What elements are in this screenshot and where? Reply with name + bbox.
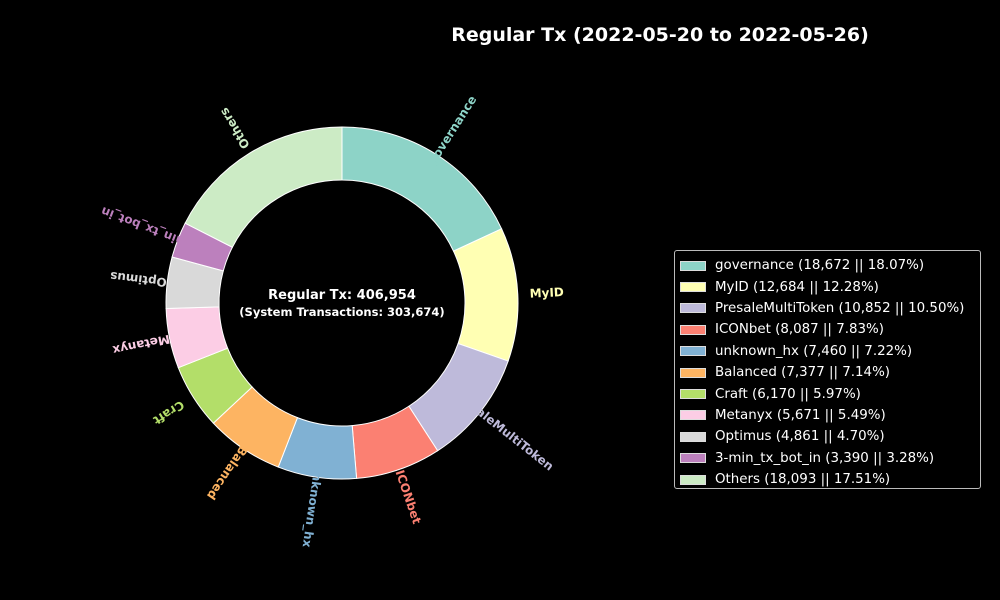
legend-label: ICONbet (8,087 || 7.83%): [715, 322, 884, 338]
slice-label-unknown-hx: unknown_hx: [299, 463, 326, 548]
slice-label-optimus: Optimus: [109, 269, 167, 290]
legend-label: unknown_hx (7,460 || 7.22%): [715, 343, 913, 359]
legend-item: Others (18,093 || 17.51%): [680, 469, 980, 490]
chart-title: Regular Tx (2022-05-20 to 2022-05-26): [451, 24, 869, 46]
legend-label: governance (18,672 || 18.07%): [715, 258, 925, 274]
legend-swatch: [680, 474, 706, 485]
center-total-label: Regular Tx: 406,954: [268, 288, 416, 303]
legend-swatch: [680, 303, 706, 314]
slice-label-governance: governance: [425, 93, 479, 167]
legend-item: Balanced (7,377 || 7.14%): [680, 362, 980, 383]
legend-label: Craft (6,170 || 5.97%): [715, 386, 861, 402]
legend-label: Optimus (4,861 || 4.70%): [715, 429, 885, 445]
legend-item: Metanyx (5,671 || 5.49%): [680, 405, 980, 426]
legend-label: PresaleMultiToken (10,852 || 10.50%): [715, 300, 965, 316]
legend-item: unknown_hx (7,460 || 7.22%): [680, 341, 980, 362]
donut-chart: governance MyID PresaleMultiToken ICONbet un…: [99, 93, 564, 549]
slice-myid: [452, 228, 519, 362]
slice-label-others: Others: [217, 105, 253, 151]
legend-label: 3-min_tx_bot_in (3,390 || 3.28%): [715, 450, 935, 466]
slice-label-myid: MyID: [529, 285, 564, 301]
slice-label-metanyx: Metanyx: [111, 332, 171, 358]
legend-swatch: [680, 389, 706, 400]
legend-label: Balanced (7,377 || 7.14%): [715, 365, 891, 381]
legend-item: governance (18,672 || 18.07%): [680, 255, 980, 276]
legend-swatch: [680, 282, 706, 293]
center-system-tx-label: (System Transactions: 303,674): [239, 305, 444, 319]
legend-swatch: [680, 346, 706, 357]
legend-label: Others (18,093 || 17.51%): [715, 472, 891, 488]
legend-item: PresaleMultiToken (10,852 || 10.50%): [680, 298, 980, 319]
legend-label: Metanyx (5,671 || 5.49%): [715, 407, 886, 423]
slice-others: [184, 126, 343, 248]
legend-item: Optimus (4,861 || 4.70%): [680, 426, 980, 447]
slice-governance: [341, 126, 503, 252]
legend-swatch: [680, 260, 706, 271]
legend-item: MyID (12,684 || 12.28%): [680, 276, 980, 297]
legend-swatch: [680, 410, 706, 421]
legend-swatch: [680, 453, 706, 464]
legend-item: 3-min_tx_bot_in (3,390 || 3.28%): [680, 448, 980, 469]
legend-item: ICONbet (8,087 || 7.83%): [680, 319, 980, 340]
legend-swatch: [680, 367, 706, 378]
legend-item: Craft (6,170 || 5.97%): [680, 383, 980, 404]
slice-label-craft: Craft: [150, 398, 186, 428]
legend-swatch: [680, 324, 706, 335]
donut-slices: [165, 126, 519, 480]
slice-label-balanced: Balanced: [204, 443, 250, 502]
slice-label-iconbet: ICONbet: [393, 468, 424, 526]
legend-swatch: [680, 431, 706, 442]
slice-label-presalemultitoken: PresaleMultiToken: [450, 386, 556, 474]
legend-label: MyID (12,684 || 12.28%): [715, 279, 879, 295]
chart-legend: governance (18,672 || 18.07%) MyID (12,68…: [674, 250, 981, 489]
